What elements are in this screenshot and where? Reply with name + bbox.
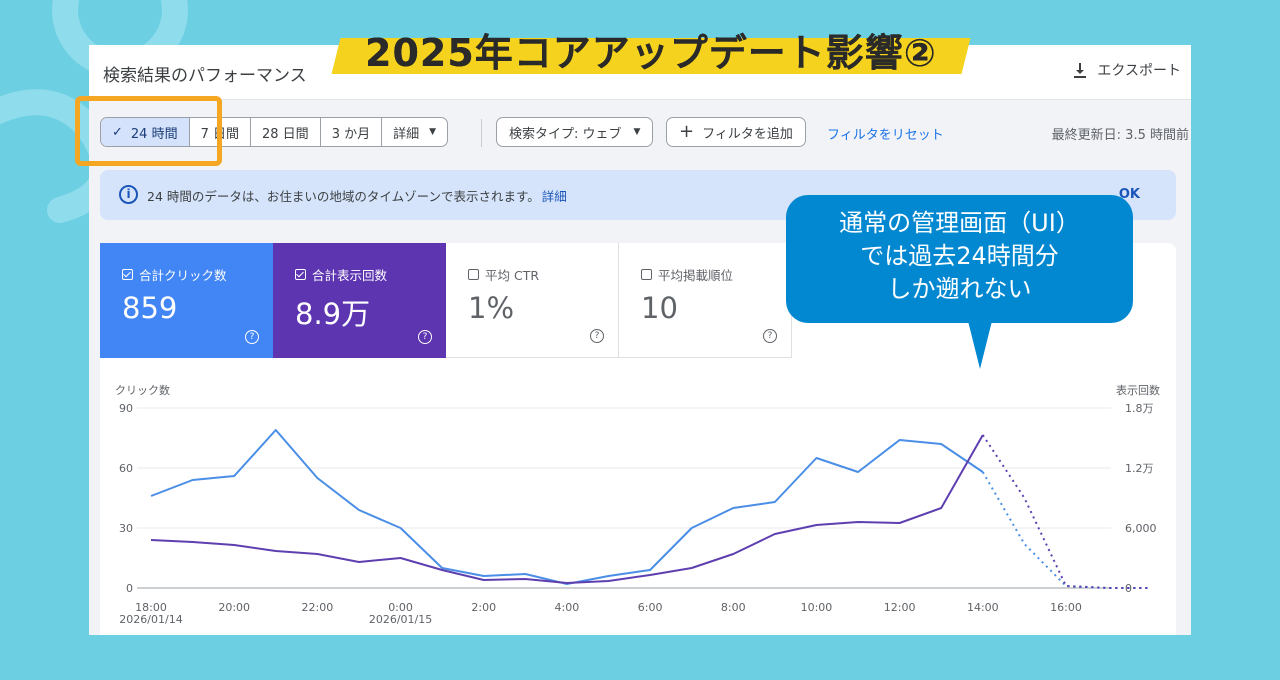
divider — [481, 119, 482, 147]
caret-down-icon: ▼ — [633, 127, 641, 137]
info-message: 24 時間のデータは、お住まいの地域のタイムゾーンで表示されます。 詳細 — [147, 189, 567, 204]
page-title: 検索結果のパフォーマンス — [103, 66, 307, 86]
metric-average-ctr[interactable]: 平均 CTR 1% ? — [446, 243, 619, 358]
slide-title-banner: 2025年コアアップデート影響② — [331, 18, 971, 75]
slide-title: 2025年コアアップデート影響② — [365, 31, 937, 75]
range-3m[interactable]: 3 か月 — [319, 118, 381, 146]
checkbox-icon — [468, 269, 479, 280]
export-label: エクスポート — [1097, 63, 1181, 79]
highlight-frame — [75, 96, 222, 166]
details-link[interactable]: 詳細 — [541, 189, 567, 204]
callout-line-1: 通常の管理画面（UI） — [839, 209, 1080, 237]
checkbox-checked-icon — [122, 269, 133, 280]
callout-tail — [968, 321, 992, 369]
checkbox-checked-icon — [295, 269, 306, 280]
checkbox-icon — [641, 269, 652, 280]
search-console-panel: 検索結果のパフォーマンス エクスポート ✓ 24 時間 7 日間 28 日間 3 … — [89, 45, 1191, 635]
annotation-callout: 通常の管理画面（UI） では過去24時間分 しか遡れない — [786, 195, 1133, 369]
callout-line-3: しか遡れない — [887, 275, 1032, 303]
metric-total-clicks[interactable]: 合計クリック数 859 ? — [100, 243, 273, 358]
reset-filters-link[interactable]: フィルタをリセット — [827, 128, 944, 143]
check-icon: ✓ — [112, 124, 123, 140]
search-type-dropdown[interactable]: 検索タイプ: ウェブ ▼ — [496, 117, 654, 147]
help-icon[interactable]: ? — [590, 329, 604, 343]
help-icon[interactable]: ? — [763, 329, 777, 343]
last-updated-text: 最終更新日: 3.5 時間前 — [1051, 128, 1189, 143]
export-button[interactable]: エクスポート — [1071, 60, 1181, 80]
add-filter-button[interactable]: + フィルタを追加 — [666, 117, 806, 147]
callout-line-2: では過去24時間分 — [860, 242, 1059, 270]
download-icon — [1074, 63, 1087, 78]
range-custom[interactable]: 詳細 ▼ — [381, 118, 447, 146]
metric-total-impressions[interactable]: 合計表示回数 8.9万 ? — [273, 243, 446, 358]
info-icon: i — [119, 185, 138, 204]
metric-average-position[interactable]: 平均掲載順位 10 ? — [619, 243, 792, 358]
plus-icon: + — [679, 121, 695, 142]
caret-down-icon: ▼ — [429, 127, 437, 137]
range-24h[interactable]: ✓ 24 時間 — [101, 118, 189, 146]
help-icon[interactable]: ? — [245, 330, 259, 344]
date-range-selector: ✓ 24 時間 7 日間 28 日間 3 か月 詳細 ▼ — [100, 117, 449, 147]
ok-button[interactable]: OK — [1118, 187, 1140, 202]
range-28d[interactable]: 28 日間 — [250, 118, 320, 146]
help-icon[interactable]: ? — [418, 330, 432, 344]
filter-bar: ✓ 24 時間 7 日間 28 日間 3 か月 詳細 ▼ 検索タイプ: ウェブ ▼ +… — [89, 117, 1191, 149]
